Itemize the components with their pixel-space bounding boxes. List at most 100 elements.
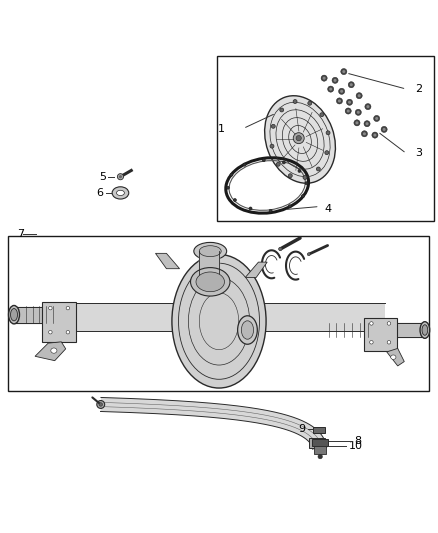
- Ellipse shape: [308, 101, 312, 105]
- Ellipse shape: [334, 79, 337, 82]
- Ellipse shape: [375, 117, 378, 120]
- Ellipse shape: [341, 69, 347, 75]
- Ellipse shape: [243, 163, 246, 166]
- Ellipse shape: [366, 105, 369, 108]
- Text: 10: 10: [349, 441, 363, 451]
- Ellipse shape: [265, 96, 336, 183]
- Ellipse shape: [318, 455, 322, 459]
- Ellipse shape: [307, 253, 310, 256]
- Ellipse shape: [357, 94, 360, 97]
- Ellipse shape: [172, 254, 266, 388]
- Ellipse shape: [112, 187, 129, 199]
- Ellipse shape: [345, 108, 351, 114]
- Ellipse shape: [9, 305, 19, 324]
- Ellipse shape: [293, 133, 304, 143]
- Ellipse shape: [356, 93, 362, 99]
- FancyBboxPatch shape: [314, 446, 326, 454]
- Ellipse shape: [365, 122, 368, 125]
- Ellipse shape: [325, 151, 329, 155]
- Ellipse shape: [372, 132, 378, 138]
- Ellipse shape: [303, 175, 307, 180]
- Text: 8: 8: [355, 437, 362, 446]
- Ellipse shape: [373, 134, 376, 136]
- FancyBboxPatch shape: [313, 427, 325, 433]
- Ellipse shape: [370, 341, 373, 344]
- Ellipse shape: [276, 162, 280, 166]
- FancyBboxPatch shape: [42, 302, 76, 342]
- Ellipse shape: [316, 167, 320, 171]
- Ellipse shape: [305, 182, 308, 185]
- FancyBboxPatch shape: [217, 56, 434, 221]
- FancyBboxPatch shape: [364, 318, 397, 351]
- Text: 7: 7: [17, 229, 24, 239]
- Ellipse shape: [226, 186, 230, 189]
- Ellipse shape: [320, 113, 324, 117]
- Ellipse shape: [381, 126, 387, 133]
- Ellipse shape: [321, 75, 327, 81]
- Ellipse shape: [328, 86, 334, 92]
- Ellipse shape: [336, 98, 343, 104]
- Text: 6: 6: [96, 188, 103, 198]
- Ellipse shape: [348, 101, 351, 104]
- Ellipse shape: [117, 174, 124, 180]
- Ellipse shape: [97, 400, 105, 408]
- Ellipse shape: [338, 99, 341, 102]
- Ellipse shape: [11, 309, 18, 321]
- Ellipse shape: [270, 144, 274, 148]
- Text: 2: 2: [415, 84, 422, 94]
- Ellipse shape: [230, 173, 233, 176]
- Ellipse shape: [364, 120, 370, 127]
- Ellipse shape: [354, 120, 360, 126]
- Ellipse shape: [348, 82, 354, 88]
- Ellipse shape: [322, 77, 326, 80]
- Ellipse shape: [365, 103, 371, 110]
- Ellipse shape: [391, 355, 396, 359]
- Ellipse shape: [269, 209, 272, 212]
- Ellipse shape: [283, 161, 286, 164]
- Text: 1: 1: [218, 124, 225, 134]
- Ellipse shape: [329, 87, 332, 91]
- FancyBboxPatch shape: [310, 438, 325, 448]
- Ellipse shape: [199, 246, 221, 257]
- Ellipse shape: [343, 70, 346, 73]
- Ellipse shape: [196, 272, 225, 292]
- Ellipse shape: [346, 99, 353, 106]
- Ellipse shape: [387, 341, 391, 344]
- Text: 5: 5: [99, 172, 106, 182]
- Ellipse shape: [49, 330, 52, 334]
- Ellipse shape: [382, 128, 385, 131]
- Text: 4: 4: [324, 204, 331, 214]
- Ellipse shape: [420, 322, 430, 338]
- Ellipse shape: [422, 325, 427, 335]
- Ellipse shape: [347, 109, 350, 112]
- Polygon shape: [387, 349, 404, 366]
- Ellipse shape: [241, 321, 254, 339]
- Ellipse shape: [350, 83, 353, 86]
- Ellipse shape: [279, 247, 282, 251]
- Ellipse shape: [49, 306, 52, 310]
- Ellipse shape: [271, 124, 275, 128]
- Ellipse shape: [298, 169, 301, 173]
- Ellipse shape: [51, 348, 57, 353]
- Polygon shape: [155, 253, 180, 269]
- Ellipse shape: [99, 403, 102, 406]
- Ellipse shape: [194, 243, 227, 260]
- Text: 9: 9: [298, 424, 305, 434]
- Ellipse shape: [288, 174, 292, 177]
- Ellipse shape: [237, 316, 257, 344]
- Ellipse shape: [374, 115, 380, 122]
- Polygon shape: [35, 342, 66, 361]
- Ellipse shape: [301, 195, 304, 198]
- Ellipse shape: [387, 322, 391, 325]
- Ellipse shape: [370, 322, 373, 325]
- Ellipse shape: [355, 122, 358, 124]
- Text: 3: 3: [415, 149, 422, 158]
- Ellipse shape: [233, 198, 237, 201]
- Ellipse shape: [332, 77, 338, 84]
- Polygon shape: [53, 303, 385, 331]
- Ellipse shape: [361, 131, 367, 137]
- FancyBboxPatch shape: [312, 439, 328, 446]
- Ellipse shape: [357, 111, 360, 114]
- Ellipse shape: [191, 268, 230, 296]
- Ellipse shape: [293, 100, 297, 103]
